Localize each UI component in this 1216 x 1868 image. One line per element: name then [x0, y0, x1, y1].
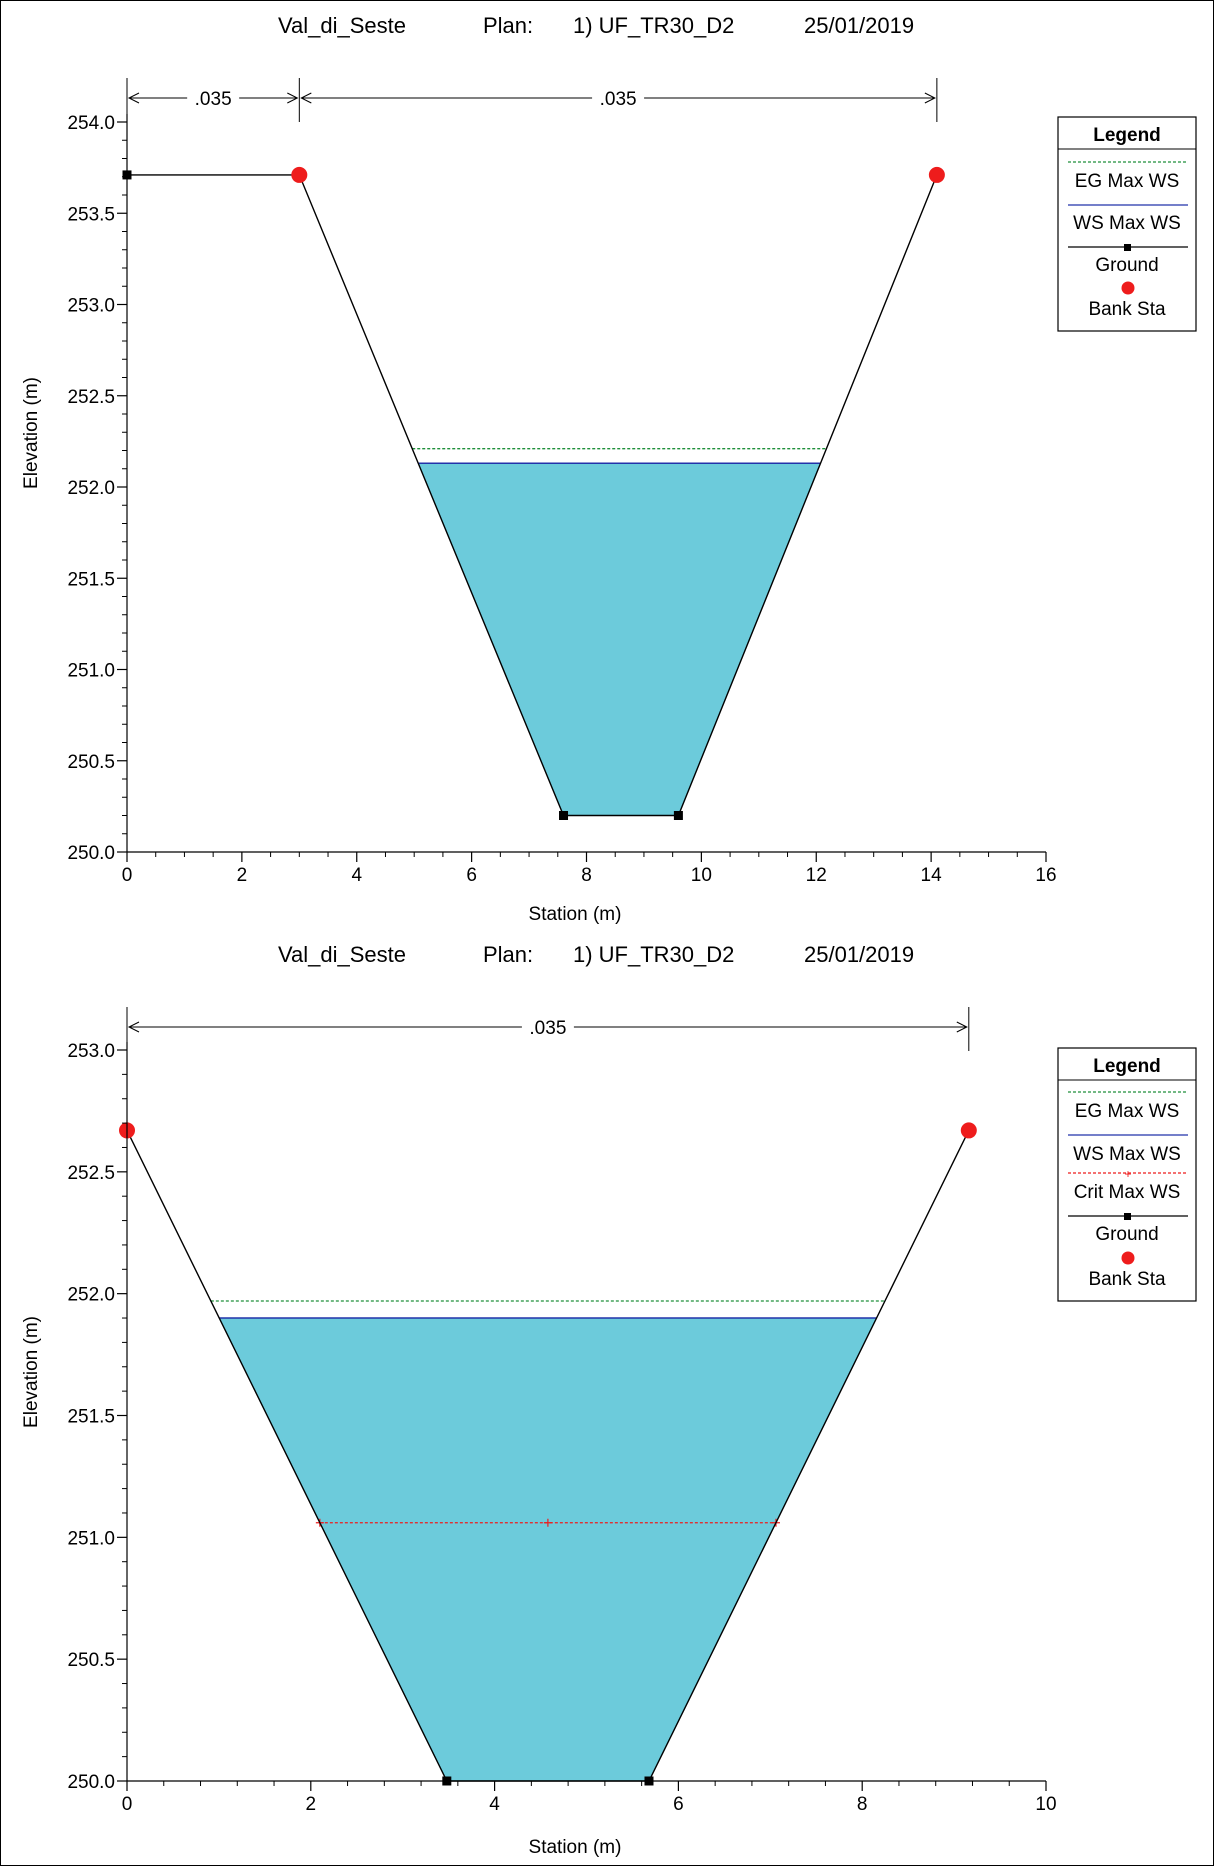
- chart-2-legend-title: Legend: [1093, 1056, 1161, 1077]
- chart-2-crit-marker-1: [543, 1518, 552, 1527]
- chart-1-water-fill: [418, 463, 821, 816]
- chart-1-y-tick-label-7: 253.5: [67, 204, 115, 225]
- chart-2-title-project: Val_di_Seste: [278, 942, 406, 967]
- chart-1-y-tick-label-8: 254.0: [67, 113, 115, 134]
- chart-2-legend-crit: Crit Max WS: [1074, 1182, 1181, 1203]
- chart-1-title-project: Val_di_Seste: [278, 13, 406, 38]
- chart-1-title-date: 25/01/2019: [804, 13, 914, 38]
- chart-2-x-tick-label-2: 4: [489, 1794, 500, 1815]
- chart-2-legend: Legend EG Max WS WS Max WS + Crit Max WS…: [1057, 1047, 1197, 1302]
- chart-1-x-tick-label-4: 8: [581, 865, 592, 886]
- chart-2-x-tick-label-3: 6: [673, 1794, 684, 1815]
- chart-2-bank-sta-1: [960, 1122, 977, 1139]
- chart-1-y-tick-label-0: 250.0: [67, 843, 115, 864]
- chart-2-water-fill: [219, 1318, 877, 1781]
- chart-1-legend-box: [1057, 116, 1197, 332]
- chart-1-x-tick-label-0: 0: [122, 865, 133, 886]
- chart-2-title-plan: 1) UF_TR30_D2: [573, 942, 734, 967]
- chart-1-x-axis-label: Station (m): [529, 904, 622, 925]
- chart-1-legend: Legend EG Max WS WS Max WS Ground Bank S…: [1057, 116, 1197, 332]
- chart-1-manning-arrow-right-0: [287, 92, 299, 104]
- chart-1-bank-sta-1: [928, 166, 945, 183]
- chart-2: Val_di_Seste Plan: 1) UF_TR30_D2 25/01/2…: [21, 942, 1197, 1858]
- chart-1: Val_di_Seste Plan: 1) UF_TR30_D2 25/01/2…: [21, 13, 1197, 925]
- chart-1-x-tick-label-5: 10: [691, 865, 712, 886]
- chart-2-y-tick-label-5: 252.5: [67, 1163, 115, 1184]
- chart-1-plot-area: 0 2 4 6 8 10 12 14 16 250.0 250.5 251.0 251.5 252.0 25…: [67, 78, 1057, 886]
- chart-2-x-tick-label-1: 2: [306, 1794, 317, 1815]
- chart-2-title: Val_di_Seste Plan: 1) UF_TR30_D2 25/01/2…: [278, 942, 914, 967]
- chart-2-x-axis-label: Station (m): [529, 1837, 622, 1858]
- chart-1-legend-ws: WS Max WS: [1073, 213, 1181, 234]
- chart-1-legend-ground: Ground: [1095, 255, 1158, 276]
- chart-2-y-tick-label-1: 250.5: [67, 1650, 115, 1671]
- chart-2-title-plan-label: Plan:: [483, 942, 533, 967]
- chart-2-manning-arrow-right-0: [956, 1021, 968, 1033]
- chart-2-legend-ws: WS Max WS: [1073, 1144, 1181, 1165]
- chart-2-y-tick-label-4: 252.0: [67, 1285, 115, 1306]
- chart-1-x-tick-label-2: 4: [351, 865, 362, 886]
- chart-2-legend-crit-marker: +: [1124, 1167, 1131, 1181]
- chart-2-plot-area: 0 2 4 6 8 10 250.0 250.5 251.0 251.5 252.0 252.5 253…: [67, 1007, 1057, 1815]
- chart-2-y-tick-label-2: 251.0: [67, 1528, 115, 1549]
- chart-1-x-tick-label-7: 14: [921, 865, 943, 886]
- chart-1-ground-marker-2: [673, 811, 683, 820]
- chart-1-legend-bank: Bank Sta: [1088, 299, 1166, 320]
- chart-1-legend-ground-marker: [1124, 244, 1131, 251]
- chart-2-y-tick-label-0: 250.0: [67, 1772, 115, 1793]
- chart-1-x-tick-label-1: 2: [237, 865, 248, 886]
- chart-2-legend-ground: Ground: [1095, 1224, 1158, 1245]
- chart-1-ground-marker-1: [559, 811, 569, 820]
- chart-1-manning-arrow-right-1: [924, 92, 936, 104]
- chart-1-manning-label-1: .035: [600, 89, 637, 110]
- chart-2-manning-arrow-left-0: [127, 1021, 140, 1033]
- chart-1-legend-eg: EG Max WS: [1075, 171, 1180, 192]
- chart-1-y-tick-label-6: 253.0: [67, 296, 115, 317]
- chart-2-legend-ground-marker: [1124, 1213, 1131, 1220]
- chart-1-title-plan: 1) UF_TR30_D2: [573, 13, 734, 38]
- chart-2-legend-bank-marker: [1121, 1251, 1135, 1265]
- chart-1-manning-arrow-left-1: [300, 92, 312, 104]
- chart-1-y-tick-label-3: 251.5: [67, 569, 115, 590]
- chart-1-title: Val_di_Seste Plan: 1) UF_TR30_D2 25/01/2…: [278, 13, 914, 38]
- chart-1-y-tick-label-2: 251.0: [67, 661, 115, 682]
- chart-1-bank-sta-0: [291, 166, 308, 183]
- chart-1-y-tick-label-5: 252.5: [67, 387, 115, 408]
- chart-1-x-tick-label-6: 12: [806, 865, 827, 886]
- chart-2-y-axis-label: Elevation (m): [21, 1316, 42, 1428]
- chart-1-title-plan-label: Plan:: [483, 13, 533, 38]
- chart-2-x-tick-label-4: 8: [857, 1794, 868, 1815]
- chart-2-manning-label-0: .035: [529, 1018, 566, 1039]
- chart-1-x-tick-label-8: 16: [1035, 865, 1056, 886]
- chart-1-x-tick-label-3: 6: [466, 865, 477, 886]
- chart-1-y-axis-label: Elevation (m): [21, 377, 42, 489]
- chart-1-legend-title: Legend: [1093, 125, 1161, 146]
- chart-1-y-tick-label-4: 252.0: [67, 478, 115, 499]
- chart-2-x-tick-label-0: 0: [122, 1794, 133, 1815]
- chart-2-legend-bank: Bank Sta: [1088, 1269, 1166, 1290]
- chart-1-manning-label-0: .035: [195, 89, 232, 110]
- chart-2-title-date: 25/01/2019: [804, 942, 914, 967]
- chart-1-manning-arrow-left-0: [127, 92, 140, 104]
- chart-1-legend-bank-marker: [1121, 281, 1135, 295]
- chart-2-y-tick-label-6: 253.0: [67, 1041, 115, 1062]
- chart-2-x-tick-label-5: 10: [1035, 1794, 1056, 1815]
- chart-2-legend-eg: EG Max WS: [1075, 1101, 1180, 1122]
- chart-1-y-tick-label-1: 250.5: [67, 752, 115, 773]
- chart-2-y-tick-label-3: 251.5: [67, 1407, 115, 1428]
